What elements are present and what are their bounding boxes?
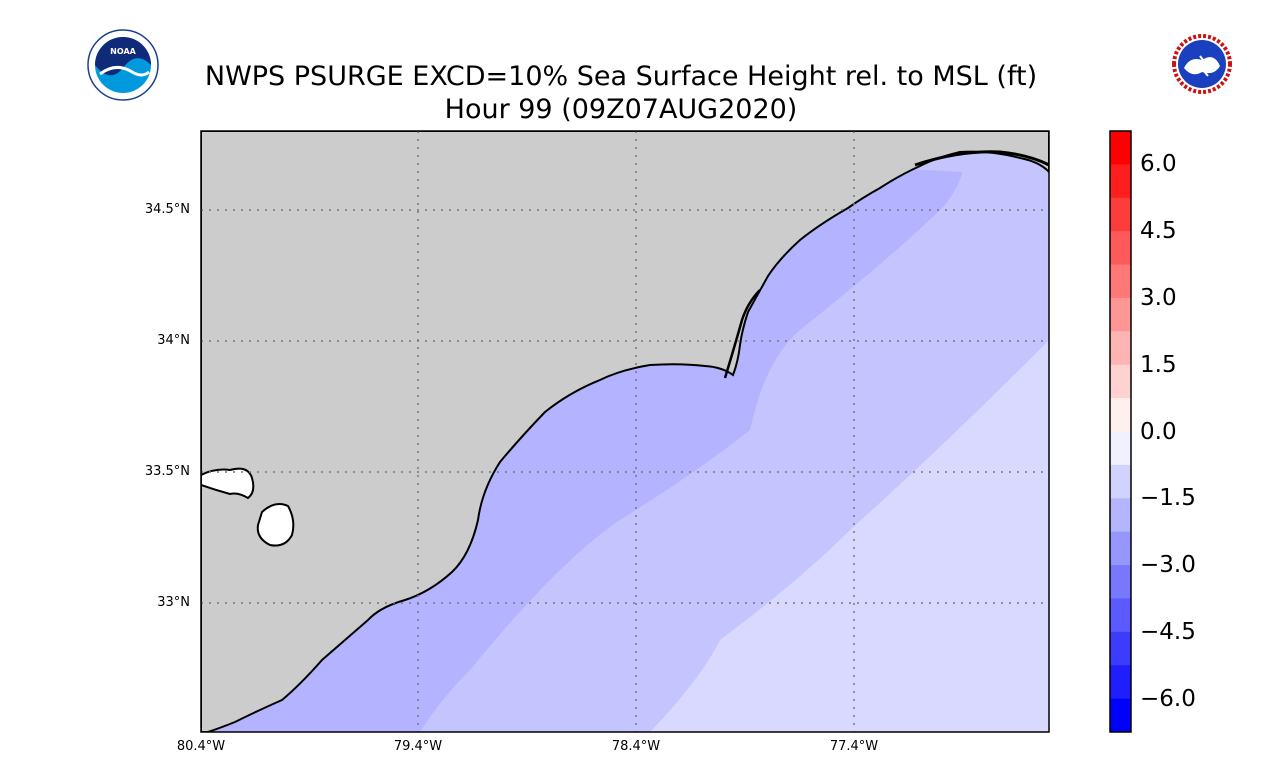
colorbar-tick-label: −3.0 (1140, 552, 1196, 579)
lat-label-33: 33°N (157, 595, 190, 610)
colorbar-segment (1110, 498, 1131, 533)
colorbar-segment (1110, 231, 1131, 266)
colorbar-segment (1110, 164, 1131, 199)
colorbar-segment (1110, 398, 1131, 432)
colorbar-tick-label: 6.0 (1140, 151, 1177, 178)
colorbar-tick-label: 4.5 (1140, 218, 1177, 245)
lat-label-34-5: 34.5°N (144, 202, 190, 217)
lake-marion (201, 467, 255, 500)
colorbar-segment (1110, 264, 1131, 299)
colorbar-segment (1110, 631, 1131, 666)
lon-label-79-4: 79.4°W (393, 739, 443, 754)
map-title: NWPS PSURGE EXCD=10% Sea Surface Height … (204, 61, 1038, 92)
lake-moultrie (256, 503, 295, 547)
colorbar-segment (1110, 331, 1131, 366)
national-weather-service-logo (1168, 30, 1236, 98)
colorbar-segment (1110, 698, 1131, 733)
lon-label-77-4: 77.4°W (829, 739, 879, 754)
colorbar-frame (1109, 130, 1132, 733)
colorbar-segment (1110, 464, 1131, 499)
colorbar-segment (1110, 598, 1131, 633)
lat-label-34: 34°N (157, 333, 190, 348)
lat-label-33-5: 33.5°N (144, 464, 190, 479)
colorbar-tick-label: −1.5 (1140, 485, 1196, 512)
colorbar-tick-label: 3.0 (1140, 284, 1177, 311)
colorbar-tick-label: −4.5 (1140, 618, 1196, 645)
noaa-logo: NOAA (87, 29, 159, 101)
barrier-island-cape-fear (723, 289, 761, 379)
svg-text:NOAA: NOAA (110, 47, 136, 56)
colorbar-segment (1110, 431, 1131, 466)
lon-label-78-4: 78.4°W (611, 739, 661, 754)
barrier-island-outer-banks (914, 150, 1049, 167)
map-subtitle: Hour 99 (09Z07AUG2020) (444, 94, 798, 125)
colorbar-segment (1110, 665, 1131, 700)
colorbar-segment (1110, 531, 1131, 566)
colorbar-segment (1110, 297, 1131, 332)
gridlines (201, 131, 1049, 732)
colorbar-tick-label: 1.5 (1140, 351, 1177, 378)
colorbar-segment (1110, 197, 1131, 232)
land-mass (201, 131, 1049, 732)
colorbar-segment (1110, 131, 1131, 165)
map-frame (200, 130, 1050, 733)
colorbar-segment (1110, 364, 1131, 399)
colorbar (1110, 131, 1131, 733)
colorbar-segment (1110, 565, 1131, 599)
colorbar-tick-label: −6.0 (1140, 685, 1196, 712)
lon-label-80-4: 80.4°W (176, 739, 226, 754)
colorbar-tick-label: 0.0 (1140, 418, 1177, 445)
